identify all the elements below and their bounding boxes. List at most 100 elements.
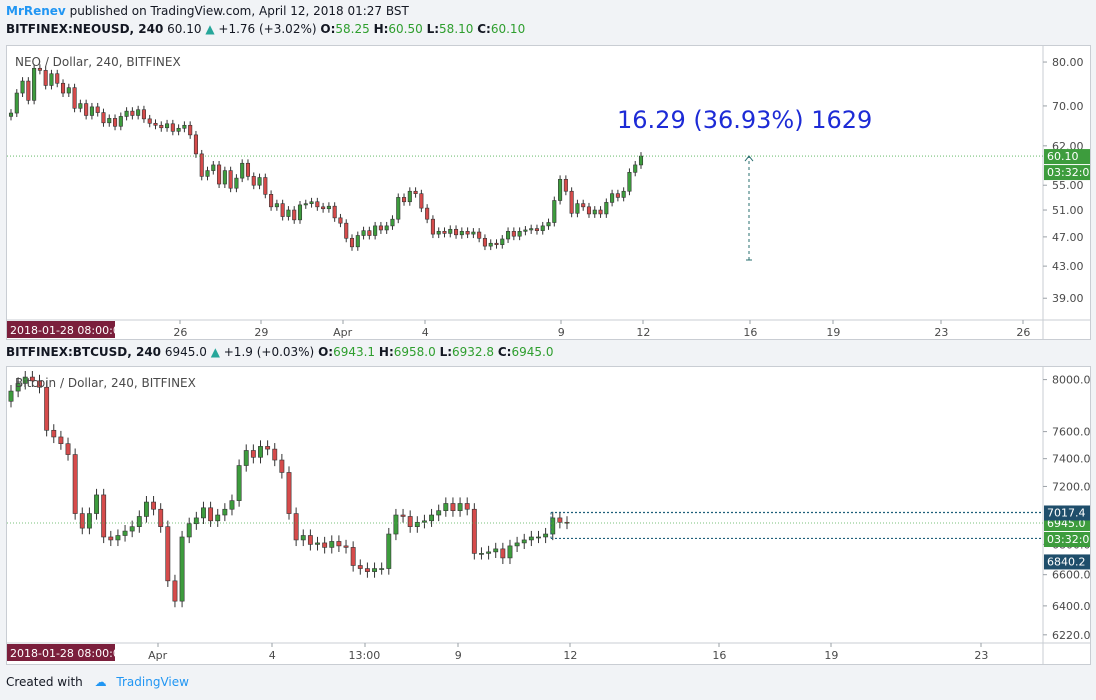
candle-body	[506, 231, 511, 240]
candle-body	[49, 73, 54, 86]
candle-body	[443, 503, 449, 511]
candle-body	[517, 231, 522, 237]
candle-body	[141, 109, 146, 120]
candle-body	[521, 539, 527, 544]
tradingview-cloud-icon: ☁	[94, 675, 107, 689]
candle-body	[274, 203, 279, 208]
candle-body	[413, 190, 418, 194]
neo-chart-svg[interactable]: 80.0070.0062.0055.0051.0047.0043.0039.00…	[7, 46, 1090, 339]
candle-body	[598, 209, 603, 215]
candle-body	[543, 533, 549, 538]
x-tick-label: 12	[563, 649, 577, 662]
candle-body	[188, 124, 193, 136]
candle-body	[638, 155, 644, 166]
y-tick-label: 7400.0	[1052, 453, 1090, 466]
candle-body	[329, 541, 335, 548]
btc-chart-panel[interactable]: 8000.07600.07400.07200.06800.06600.06400…	[6, 366, 1091, 665]
y-tick-label: 8000.0	[1052, 374, 1090, 387]
candle-body	[172, 580, 178, 602]
x-tick-label: 19	[824, 649, 838, 662]
candle-body	[569, 190, 574, 214]
x-tick-label: 4	[422, 326, 429, 339]
x-tick-label: 26	[1016, 326, 1030, 339]
btc-symbol[interactable]: BITFINEX:BTCUSD, 240	[6, 345, 162, 359]
neo-chart-panel[interactable]: 80.00 70.00 62.00 55.00 51.00 47.00 43.00 39.00…	[6, 45, 1091, 340]
candle-body	[465, 231, 470, 235]
candle-body	[136, 516, 142, 527]
btc-change: +1.9 (+0.03%)	[223, 345, 315, 359]
candle-body	[454, 228, 459, 236]
candle-body	[240, 162, 245, 179]
candle-body	[361, 230, 366, 236]
x-tick-label: 4	[269, 649, 276, 662]
candle-body	[89, 106, 94, 116]
candle-body	[186, 523, 192, 538]
candle-body	[448, 228, 453, 234]
candle-body	[258, 446, 263, 458]
candle-body	[471, 231, 476, 235]
candle-body	[37, 380, 42, 388]
countdown-badge: 03:32:08	[1047, 533, 1090, 546]
candle-body	[130, 110, 135, 116]
candle-body	[332, 205, 337, 219]
y-tick-label: 6400.0	[1052, 600, 1090, 613]
candle-body	[286, 209, 291, 217]
range-top-badge-bg	[1044, 505, 1090, 521]
candle-body	[129, 526, 135, 532]
candle-body	[627, 172, 632, 192]
candle-body	[272, 448, 278, 461]
candle-body	[124, 110, 129, 117]
candle-body	[26, 80, 31, 101]
candle-body	[400, 514, 406, 517]
candle-body	[407, 190, 412, 203]
tradingview-link[interactable]: TradingView	[116, 675, 189, 689]
candle-body	[615, 193, 620, 198]
candle-body	[493, 548, 499, 553]
author-link[interactable]: MrRenev	[6, 4, 66, 18]
btc-chart-title: Bitcoin / Dollar, 240, BITFINEX	[15, 376, 196, 390]
candle-body	[401, 197, 407, 203]
candle-body	[115, 535, 121, 541]
x-tick-label: 9	[558, 326, 565, 339]
candle-body	[229, 500, 235, 510]
price-axis-bg	[1043, 46, 1090, 339]
btc-chart-svg[interactable]: 8000.07600.07400.07200.06800.06600.06400…	[7, 367, 1090, 664]
candle-body	[384, 225, 389, 231]
countdown-badge: 03:32:08	[1047, 166, 1090, 179]
x-tick-label: 16	[712, 649, 726, 662]
candle-body	[199, 153, 204, 177]
candle-body	[477, 231, 482, 239]
candle-body	[136, 109, 141, 116]
candle-body	[250, 450, 256, 458]
neo-symbol[interactable]: BITFINEX:NEOUSD, 240	[6, 22, 164, 36]
candle-body	[236, 465, 242, 501]
current-price-badge-bg	[1044, 149, 1090, 165]
x-tick-label: 16	[743, 326, 757, 339]
candle-body	[364, 568, 370, 572]
y-tick-label: 55.00	[1052, 179, 1084, 192]
candle-body	[479, 553, 484, 555]
candle-body	[459, 231, 464, 236]
candle-body	[72, 87, 77, 109]
candle-body	[147, 118, 152, 124]
candle-body	[350, 547, 356, 566]
candle-body	[488, 242, 493, 247]
candle-body	[107, 118, 112, 124]
candle-body	[286, 472, 292, 514]
x-tick-label: 12	[636, 326, 650, 339]
candle-body	[372, 568, 377, 572]
candle-body	[414, 521, 420, 527]
candle-body	[159, 124, 164, 129]
candle-body	[72, 454, 78, 514]
candle-body	[563, 178, 568, 192]
y-tick-label: 70.00	[1052, 100, 1084, 113]
countdown-badge-bg	[1044, 165, 1090, 181]
candle-body	[217, 164, 222, 185]
y-tick-label: 6220.0	[1052, 629, 1090, 642]
x-tick-label: Apr	[333, 326, 353, 339]
candle-body	[153, 122, 158, 126]
candle-body	[421, 520, 427, 523]
candle-body	[193, 517, 199, 525]
range-top-badge: 7017.4	[1047, 506, 1086, 519]
candle-body	[300, 535, 306, 541]
